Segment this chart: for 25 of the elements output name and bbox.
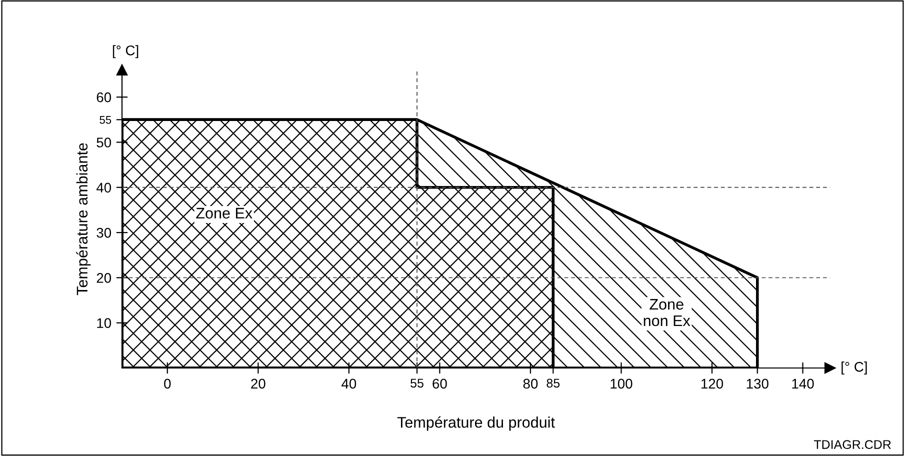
series-label: Zone Ex bbox=[196, 208, 252, 219]
series-label: Zone non Ex bbox=[644, 299, 690, 326]
y-tick-label: 55 bbox=[100, 116, 112, 124]
text: [° C] bbox=[112, 45, 138, 58]
x-tick-label: 40 bbox=[342, 378, 356, 389]
x-tick-label: 80 bbox=[523, 378, 538, 389]
x-tick-label: 140 bbox=[792, 378, 814, 389]
y-axis-title: Température ambiante bbox=[76, 143, 91, 296]
x-tick-label: 85 bbox=[546, 378, 560, 388]
y-tick-label: 50 bbox=[96, 138, 112, 148]
y-tick-label: 20 bbox=[96, 273, 112, 283]
x-axis-title: Température du produit bbox=[397, 416, 555, 431]
y-tick-label: 40 bbox=[96, 182, 112, 193]
x-tick-label: 60 bbox=[432, 378, 447, 389]
x-tick-label: 130 bbox=[746, 378, 768, 389]
x-tick-label: 20 bbox=[251, 378, 266, 389]
text: [° C] bbox=[842, 362, 867, 374]
y-tick-label: 10 bbox=[97, 318, 112, 328]
y-tick-label: 60 bbox=[96, 92, 112, 102]
y-tick-label: 30 bbox=[96, 228, 112, 238]
x-tick-label: 120 bbox=[701, 378, 724, 389]
x-tick-label: 55 bbox=[410, 378, 424, 388]
x-tick-label: 100 bbox=[610, 378, 632, 389]
text: TDIAGR.CDR bbox=[814, 440, 891, 449]
x-tick-label: 0 bbox=[164, 378, 171, 389]
